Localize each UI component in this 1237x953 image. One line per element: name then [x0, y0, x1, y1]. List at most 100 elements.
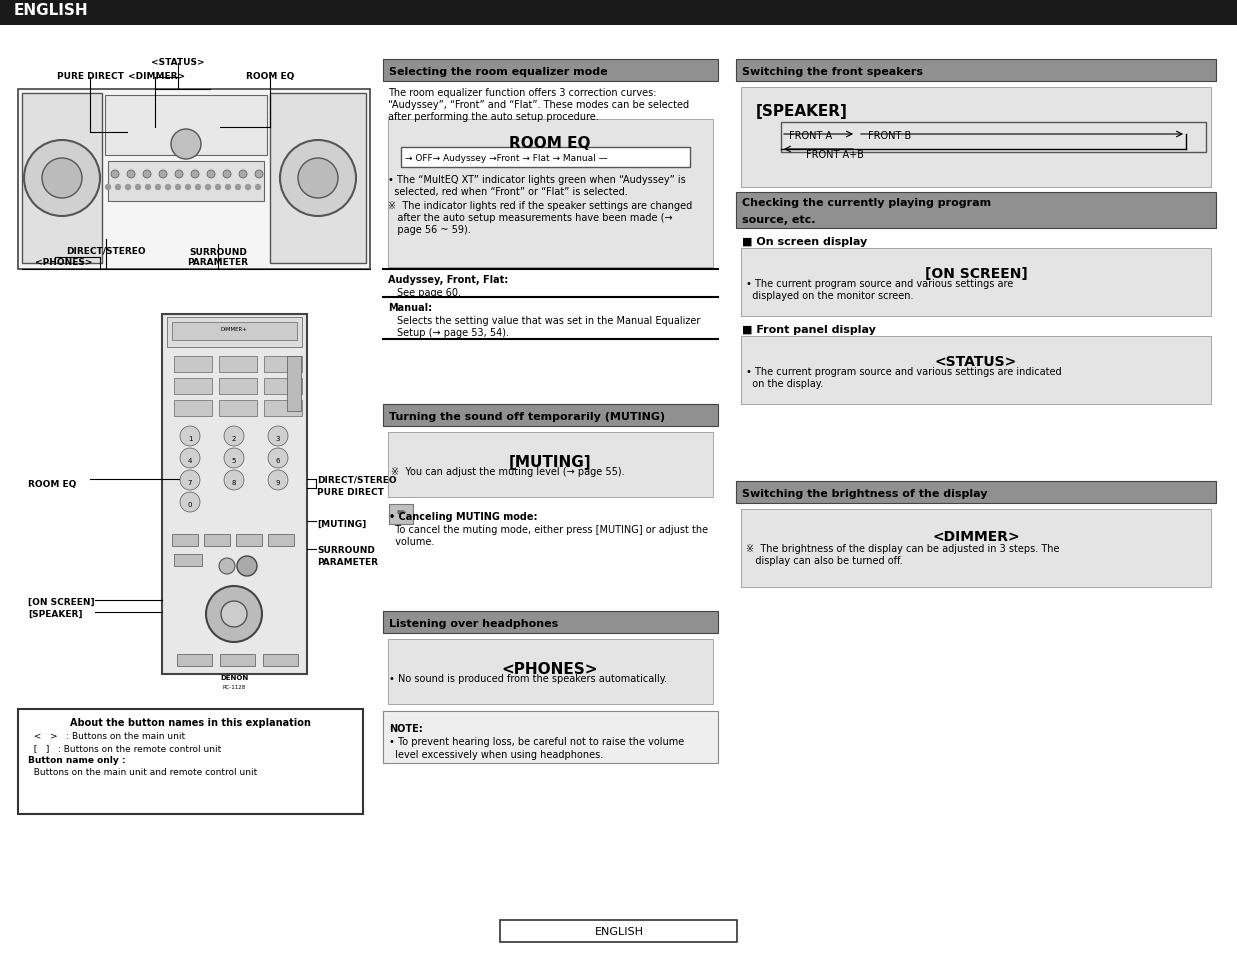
Circle shape [105, 185, 110, 191]
Text: <STATUS>: <STATUS> [935, 355, 1017, 369]
Bar [388, 504, 413, 524]
Text: Selects the setting value that was set in the Manual Equalizer: Selects the setting value that was set i… [397, 315, 700, 326]
Text: display can also be turned off.: display can also be turned off. [746, 556, 903, 565]
Bar [172, 535, 198, 546]
Circle shape [239, 171, 247, 179]
Bar [736, 60, 1216, 82]
Text: 9: 9 [276, 479, 281, 485]
Circle shape [219, 558, 235, 575]
Circle shape [186, 185, 190, 191]
Text: • No sound is produced from the speakers automatically.: • No sound is produced from the speakers… [388, 673, 667, 683]
Bar [263, 378, 302, 395]
Bar [781, 123, 1206, 152]
Text: ENGLISH: ENGLISH [14, 3, 89, 18]
Text: ※  The brightness of the display can be adjusted in 3 steps. The: ※ The brightness of the display can be a… [746, 543, 1060, 554]
Text: Switching the brightness of the display: Switching the brightness of the display [742, 489, 987, 498]
Bar [22, 94, 101, 264]
Text: [ON SCREEN]: [ON SCREEN] [28, 598, 94, 606]
Bar [219, 356, 257, 373]
Text: “Audyssey”, “Front” and “Flat”. These modes can be selected: “Audyssey”, “Front” and “Flat”. These mo… [388, 100, 689, 110]
Text: Listening over headphones: Listening over headphones [388, 618, 558, 628]
Circle shape [156, 185, 161, 191]
Text: ✏: ✏ [396, 507, 406, 517]
Bar [741, 336, 1211, 405]
Text: [SPEAKER]: [SPEAKER] [28, 609, 83, 618]
Bar [741, 88, 1211, 188]
Bar [388, 433, 713, 497]
Circle shape [280, 141, 356, 216]
Bar [174, 378, 212, 395]
Text: 3: 3 [276, 436, 281, 441]
Text: <PHONES>: <PHONES> [35, 257, 93, 267]
Text: ※  You can adjust the muting level (→ page 55).: ※ You can adjust the muting level (→ pag… [391, 467, 625, 476]
Text: The room equalizer function offers 3 correction curves:: The room equalizer function offers 3 cor… [388, 88, 657, 98]
Bar [219, 400, 257, 416]
Text: [ON SCREEN]: [ON SCREEN] [924, 267, 1028, 281]
Text: [MUTING]: [MUTING] [317, 519, 366, 529]
Circle shape [256, 185, 261, 191]
Text: PURE DIRECT: PURE DIRECT [57, 71, 124, 81]
Text: → OFF→ Audyssey →Front → Flat → Manual —: → OFF→ Audyssey →Front → Flat → Manual — [404, 153, 607, 163]
Circle shape [268, 471, 288, 491]
Circle shape [190, 171, 199, 179]
Circle shape [245, 185, 251, 191]
Circle shape [146, 185, 151, 191]
Text: DENON: DENON [220, 675, 249, 680]
Text: Checking the currently playing program: Checking the currently playing program [742, 198, 991, 208]
Text: FRONT A+B: FRONT A+B [807, 150, 863, 160]
Circle shape [181, 471, 200, 491]
Bar [268, 535, 294, 546]
Circle shape [166, 185, 171, 191]
Text: selected, red when “Front” or “Flat” is selected.: selected, red when “Front” or “Flat” is … [388, 187, 627, 196]
Text: See page 60.: See page 60. [397, 288, 461, 297]
Bar [19, 709, 362, 814]
Text: Manual:: Manual: [388, 303, 432, 313]
Circle shape [42, 159, 82, 199]
Bar [741, 249, 1211, 316]
Text: FRONT B: FRONT B [868, 131, 912, 141]
Bar [236, 535, 262, 546]
Circle shape [111, 171, 119, 179]
Circle shape [268, 427, 288, 447]
Text: • The “MultEQ XT” indicator lights green when “Audyssey” is: • The “MultEQ XT” indicator lights green… [388, 174, 685, 185]
Text: DIRECT/STEREO: DIRECT/STEREO [317, 476, 397, 484]
Text: volume.: volume. [388, 537, 434, 546]
Circle shape [125, 185, 130, 191]
Text: <   >   : Buttons on the main unit: < > : Buttons on the main unit [28, 731, 186, 740]
Text: 1: 1 [188, 436, 192, 441]
Text: [MUTING]: [MUTING] [508, 455, 591, 470]
Bar [177, 655, 212, 666]
Circle shape [160, 171, 167, 179]
Bar [287, 356, 301, 412]
Circle shape [235, 185, 240, 191]
Text: About the button names in this explanation: About the button names in this explanati… [69, 718, 310, 727]
Circle shape [268, 449, 288, 469]
Text: level excessively when using headphones.: level excessively when using headphones. [388, 749, 604, 760]
Circle shape [225, 185, 230, 191]
Text: on the display.: on the display. [746, 378, 823, 389]
Circle shape [205, 185, 210, 191]
Text: Selecting the room equalizer mode: Selecting the room equalizer mode [388, 67, 607, 77]
Bar [174, 555, 202, 566]
Circle shape [181, 449, 200, 469]
Text: PURE DIRECT: PURE DIRECT [317, 488, 383, 497]
Bar [108, 162, 263, 202]
Bar [174, 400, 212, 416]
Text: 0: 0 [188, 501, 192, 507]
Bar [263, 655, 298, 666]
Text: • To prevent hearing loss, be careful not to raise the volume: • To prevent hearing loss, be careful no… [388, 737, 684, 746]
Circle shape [238, 557, 257, 577]
Bar [204, 535, 230, 546]
Circle shape [224, 449, 244, 469]
Text: ENGLISH: ENGLISH [595, 926, 643, 936]
Circle shape [207, 586, 262, 642]
Text: 6: 6 [276, 457, 281, 463]
Bar [19, 90, 370, 270]
Circle shape [143, 171, 151, 179]
Bar [401, 148, 690, 168]
Text: SURROUND
PARAMETER: SURROUND PARAMETER [188, 248, 249, 267]
Text: Turning the sound off temporarily (MUTING): Turning the sound off temporarily (MUTIN… [388, 412, 666, 421]
Circle shape [207, 171, 215, 179]
Bar [105, 96, 267, 156]
Text: [   ]   : Buttons on the remote control unit: [ ] : Buttons on the remote control unit [28, 743, 221, 752]
